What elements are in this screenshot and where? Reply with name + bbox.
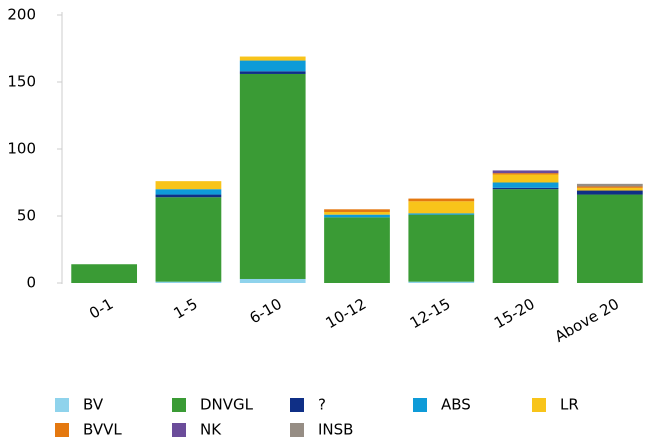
legend-label: ABS xyxy=(441,396,471,414)
y-tick-label: 0 xyxy=(26,274,36,292)
legend-swatch xyxy=(290,398,304,412)
bar-segment xyxy=(408,198,475,202)
legend-label: ? xyxy=(318,396,326,414)
bar-segment xyxy=(239,73,306,279)
legend-swatch xyxy=(290,423,304,437)
bar-segment xyxy=(408,213,475,215)
x-tick-label: 10-12 xyxy=(322,295,369,332)
bar-segment xyxy=(576,194,643,283)
y-tick-label: 50 xyxy=(17,207,36,225)
x-tick-label: 0-1 xyxy=(86,295,116,323)
legend-swatch xyxy=(55,398,69,412)
x-tick-label: 6-10 xyxy=(246,295,284,328)
bar-segment xyxy=(576,190,643,195)
bar-segment xyxy=(71,264,138,283)
legend-swatch xyxy=(532,398,546,412)
bar-segment xyxy=(408,281,475,283)
legend-label: BV xyxy=(83,396,104,414)
x-tick-label: 12-15 xyxy=(407,295,454,332)
bar-segment xyxy=(576,187,643,191)
bar-segment xyxy=(155,197,222,282)
y-tick-label: 150 xyxy=(7,73,36,91)
bar-segment xyxy=(492,170,559,174)
legend-swatch xyxy=(172,423,186,437)
legend-swatch xyxy=(55,423,69,437)
legend-label: LR xyxy=(560,396,579,414)
bar-segment xyxy=(576,183,643,187)
legend-label: BVVL xyxy=(83,421,122,439)
bar-segment xyxy=(492,189,559,283)
bar-segment xyxy=(492,174,559,183)
bar-segment xyxy=(239,278,306,283)
bar-segment xyxy=(239,71,306,74)
x-tick-label: 15-20 xyxy=(491,295,538,332)
bar-segment xyxy=(576,186,643,188)
bar-segment xyxy=(155,194,222,198)
x-tick-label: Above 20 xyxy=(552,295,622,346)
bar-segment xyxy=(408,214,475,282)
legend-label: DNVGL xyxy=(200,396,254,414)
bar-segment xyxy=(155,181,222,190)
bar-segment xyxy=(324,209,390,212)
bar-segment xyxy=(239,56,306,61)
y-tick-label: 100 xyxy=(7,140,36,158)
y-tick-label: 200 xyxy=(7,6,36,24)
bar-segment xyxy=(155,189,222,195)
x-tick-label: 1-5 xyxy=(170,295,200,323)
bar-segment xyxy=(324,217,390,283)
bar-segment xyxy=(324,211,390,215)
legend-swatch xyxy=(413,398,427,412)
bar-segment xyxy=(155,281,222,283)
legend-label: NK xyxy=(200,421,222,439)
legend-swatch xyxy=(172,398,186,412)
bar-segment xyxy=(408,201,475,214)
bar-segment xyxy=(492,182,559,188)
bar-segment xyxy=(239,60,306,72)
legend-label: INSB xyxy=(318,421,353,439)
bar-segment xyxy=(324,214,390,218)
bar-segment xyxy=(492,173,559,175)
bar-segment xyxy=(492,187,559,190)
